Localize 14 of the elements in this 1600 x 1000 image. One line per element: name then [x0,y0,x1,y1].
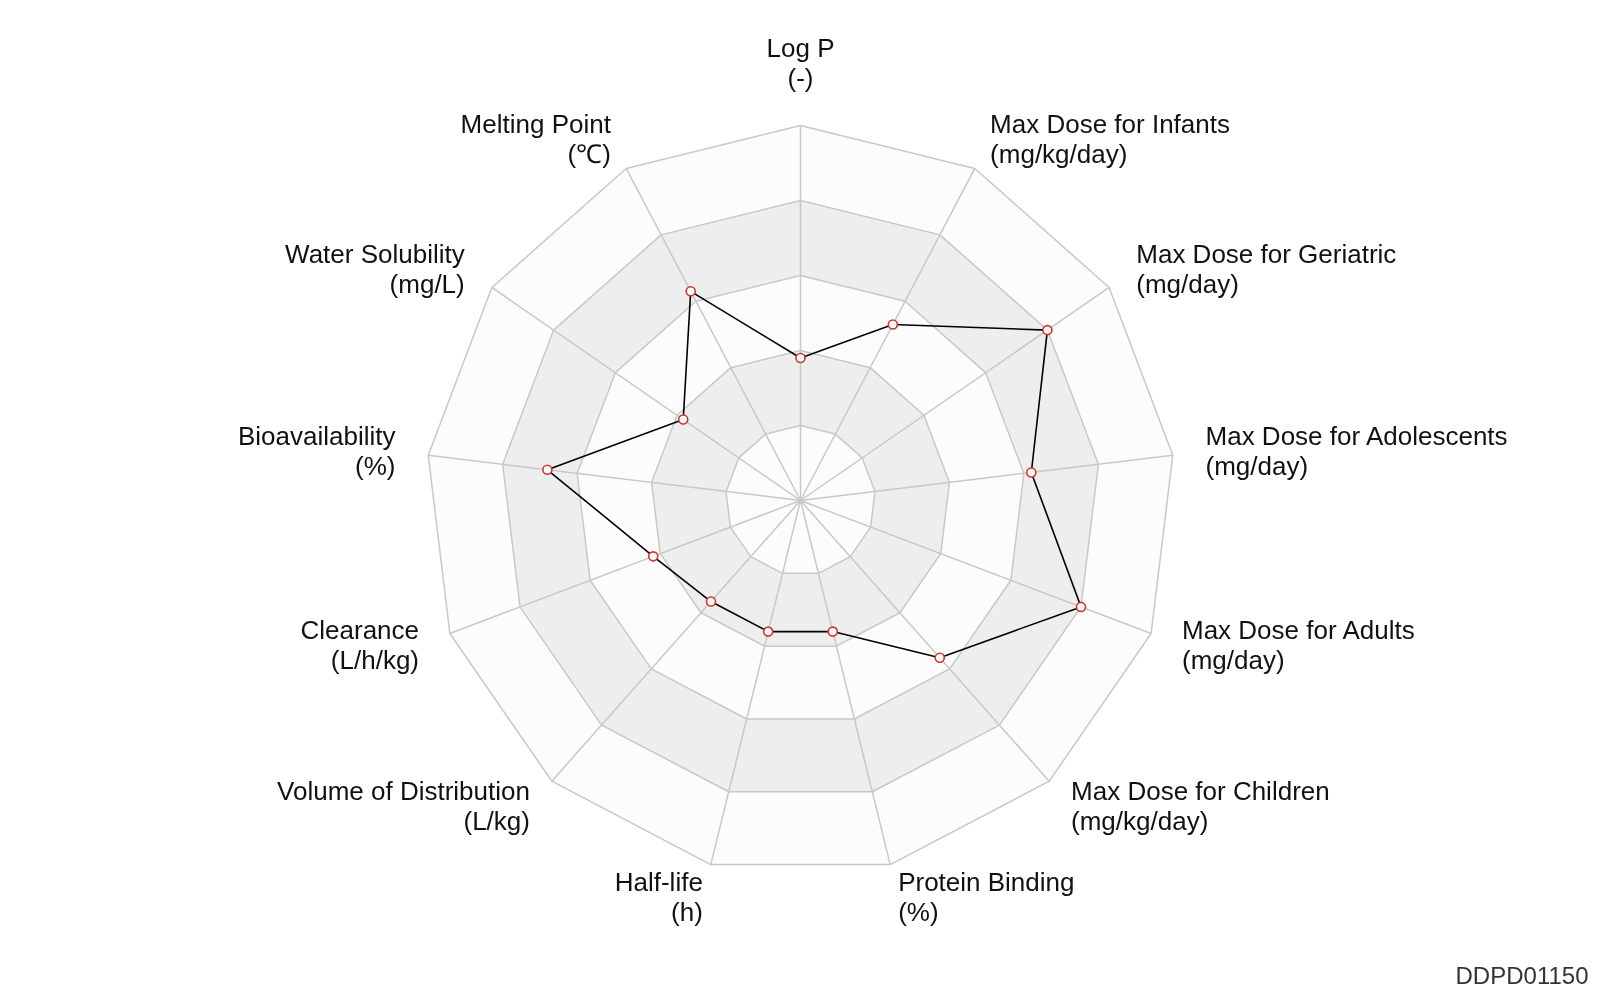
spoke-label: Bioavailability (%) [237,421,396,482]
spoke-label: Half-life (h) [614,866,703,927]
spoke-label: Melting Point (℃) [460,109,612,170]
spoke-label: Volume of Distribution (L/kg) [277,775,530,836]
spoke-label: Log P (-) [766,32,835,93]
spoke-label: Max Dose for Adolescents (mg/day) [1205,421,1508,482]
spoke-label: Clearance (L/h/kg) [300,615,420,676]
spoke-label: Water Solubility (mg/L) [285,238,465,299]
spoke-label: Max Dose for Infants (mg/kg/day) [990,109,1230,170]
spoke-label: Protein Binding (%) [898,866,1075,927]
spoke-label: Max Dose for Children (mg/kg/day) [1071,775,1330,836]
text: DDPD01150 [1455,961,1589,989]
spoke-label: Max Dose for Adults (mg/day) [1181,615,1415,676]
spoke-label: Max Dose for Geriatric (mg/day) [1136,238,1397,299]
